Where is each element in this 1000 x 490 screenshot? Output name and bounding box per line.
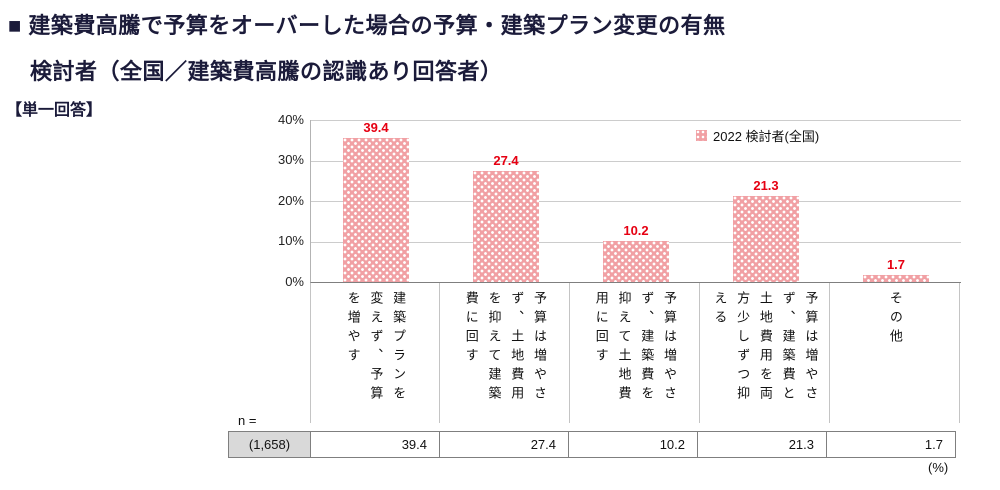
bar-cut-land-cost — [473, 171, 539, 282]
n-value-cell: (1,658) — [228, 431, 311, 458]
bar-column: 10.2 — [571, 120, 701, 282]
chart-legend: 2022 検討者(全国) — [696, 126, 819, 145]
category-cell: 建築プランを変えず、予算を増やす — [310, 283, 440, 423]
bar-column: 1.7 — [831, 120, 961, 282]
category-label: 建築プランを変えず、予算を増やす — [345, 291, 407, 405]
bar-value-label: 27.4 — [493, 153, 519, 168]
y-axis-tick-10: 10% — [277, 233, 304, 248]
category-label: 予算は増やさず、土地費用を抑えて建築費に回す — [463, 291, 547, 405]
answer-type-label: 【単一回答】 — [6, 102, 103, 119]
category-cell: その他 — [830, 283, 960, 423]
percent-unit-note: (%) — [928, 460, 949, 475]
bar-column: 39.4 — [311, 120, 441, 282]
category-label: 予算は増やさず、建築費を抑えて土地費用に回す — [593, 291, 677, 405]
bar-cut-both-costs — [733, 195, 799, 282]
bar-value-label: 39.4 — [363, 120, 389, 135]
bar-value-label: 10.2 — [623, 222, 649, 238]
x-axis-category-labels: 建築プランを変えず、予算を増やす 予算は増やさず、土地費用を抑えて建築費に回す … — [310, 283, 960, 423]
page-subtitle: 検討者（全国／建築費高騰の認識あり回答者） — [30, 59, 503, 84]
bar-column: 21.3 — [701, 120, 831, 282]
page-title: ■ 建築費高騰で予算をオーバーした場合の予算・建築プラン変更の有無 — [8, 13, 726, 38]
data-table: (1,658) 39.4 27.4 10.2 21.3 1.7 — [228, 431, 956, 458]
bar-plan-change-budget-up — [343, 138, 409, 282]
table-value-cell: 10.2 — [568, 431, 698, 458]
n-equals-label: n = — [238, 413, 257, 428]
bar-value-label: 1.7 — [886, 257, 906, 273]
legend-swatch-icon — [696, 130, 707, 141]
gridline-20 — [311, 201, 961, 202]
category-label: 予算は増やさず、建築費と土地費用を両方少しずつ抑える — [712, 291, 819, 405]
category-cell: 予算は増やさず、建築費を抑えて土地費用に回す — [570, 283, 700, 423]
bar-cut-building-cost — [603, 240, 669, 282]
gridline-30 — [311, 160, 961, 162]
category-label: その他 — [887, 291, 903, 348]
y-axis-tick-30: 30% — [277, 152, 304, 167]
bar-series: 39.4 27.4 10.2 21.3 1.7 — [311, 120, 961, 282]
bar-column: 27.4 — [441, 120, 571, 282]
y-axis-tick-0: 0% — [285, 274, 304, 289]
table-value-cell: 21.3 — [697, 431, 827, 458]
bar-value-label: 21.3 — [753, 177, 779, 193]
table-value-cell: 27.4 — [439, 431, 569, 458]
y-axis-tick-20: 20% — [277, 193, 304, 208]
bar-chart-plot-area: 39.4 27.4 10.2 21.3 1.7 2022 検討者(全国) — [310, 120, 961, 283]
category-cell: 予算は増やさず、土地費用を抑えて建築費に回す — [440, 283, 570, 423]
table-value-cell: 39.4 — [310, 431, 440, 458]
category-cell: 予算は増やさず、建築費と土地費用を両方少しずつ抑える — [700, 283, 830, 423]
bar-other — [863, 275, 929, 282]
legend-label: 2022 検討者(全国) — [713, 129, 820, 144]
gridline-40 — [311, 120, 961, 121]
y-axis-tick-40: 40% — [277, 112, 304, 127]
table-value-cell: 1.7 — [826, 431, 956, 458]
